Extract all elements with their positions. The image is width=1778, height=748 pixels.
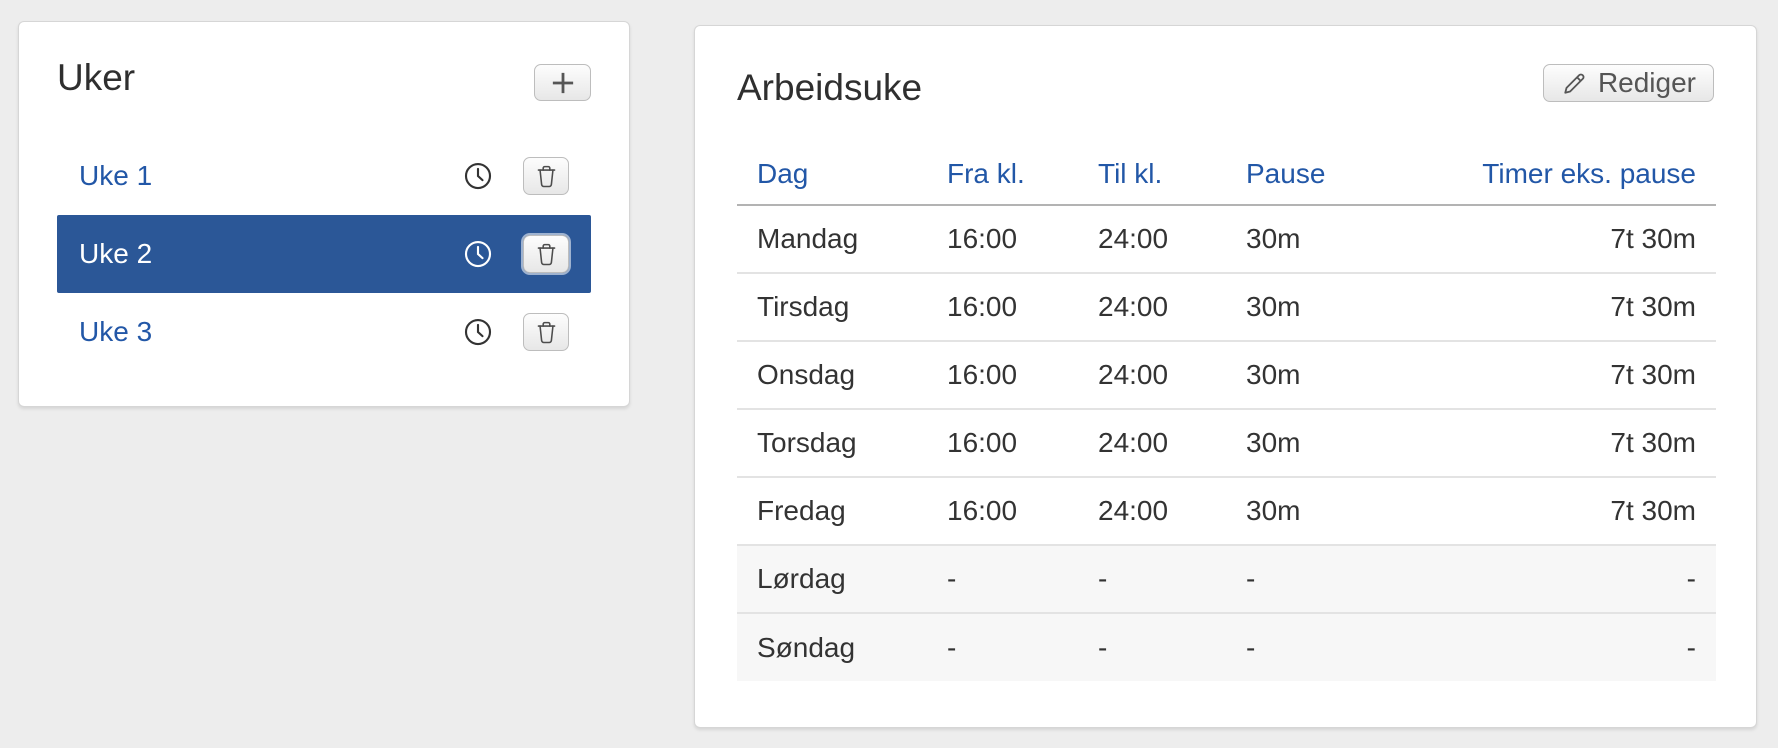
cell-til: - [1098, 545, 1246, 614]
cell-dag: Tirsdag [737, 273, 947, 342]
delete-week-button[interactable] [523, 235, 569, 273]
cell-pause: 30m [1246, 477, 1426, 546]
column-header-pause: Pause [1246, 134, 1426, 206]
cell-fra: - [947, 631, 957, 663]
cell-timer: 7t 30m [1426, 273, 1716, 342]
column-header-timer: Timer eks. pause [1426, 134, 1716, 206]
add-week-button[interactable] [534, 64, 591, 101]
table-row: Tirsdag 16:00 24:00 30m 7t 30m [737, 273, 1716, 342]
week-list-item: Uke 3 [57, 293, 591, 371]
cell-fra: 16:00 [947, 341, 1098, 410]
cell-dag: Søndag [757, 631, 856, 663]
cell-timer: 7t 30m [1426, 409, 1716, 478]
week-list-item: Uke 1 [57, 137, 591, 215]
table-row: Søndag - - - - [737, 613, 1716, 681]
cell-fra: 16:00 [947, 273, 1098, 342]
table-header-row: Dag Fra kl. Til kl. Pause Timer eks. pau… [737, 134, 1716, 206]
edit-button[interactable]: Rediger [1542, 64, 1714, 102]
week-link[interactable]: Uke 3 [79, 316, 153, 347]
cell-pause: 30m [1246, 409, 1426, 478]
cell-fra: 16:00 [947, 409, 1098, 478]
clock-icon [463, 317, 493, 347]
cell-dag: Fredag [737, 477, 947, 546]
delete-week-button[interactable] [523, 313, 569, 351]
table-row: Mandag 16:00 24:00 30m 7t 30m [737, 205, 1716, 274]
cell-timer: - [1686, 631, 1696, 663]
cell-timer: 7t 30m [1426, 205, 1716, 274]
cell-timer: 7t 30m [1426, 341, 1716, 410]
cell-til: 24:00 [1098, 341, 1246, 410]
cell-dag: Onsdag [737, 341, 947, 410]
weeks-panel: Uker Uke 1 Uke 2 Uke 3 [18, 21, 630, 407]
week-link[interactable]: Uke 1 [79, 160, 153, 191]
cell-til: 24:00 [1098, 205, 1246, 274]
cell-til: 24:00 [1098, 477, 1246, 546]
table-row: Torsdag 16:00 24:00 30m 7t 30m [737, 409, 1716, 478]
trash-icon [534, 241, 559, 268]
cell-fra: 16:00 [947, 477, 1098, 546]
cell-timer: - [1426, 545, 1716, 614]
edit-button-label: Rediger [1597, 67, 1696, 98]
clock-icon [463, 161, 493, 191]
workweek-table: Dag Fra kl. Til kl. Pause Timer eks. pau… [737, 134, 1716, 681]
week-list-item: Uke 2 [57, 215, 591, 293]
cell-pause: 30m [1246, 341, 1426, 410]
plus-icon [549, 69, 577, 97]
cell-pause: - [1246, 545, 1426, 614]
weeks-title: Uker [57, 57, 136, 98]
delete-week-button[interactable] [523, 157, 569, 195]
table-row: Lørdag - - - - [737, 545, 1716, 614]
cell-til: 24:00 [1098, 273, 1246, 342]
column-header-til: Til kl. [1098, 134, 1246, 206]
weeks-panel-header: Uker [57, 56, 591, 101]
week-link[interactable]: Uke 2 [79, 238, 153, 269]
cell-pause: - [1246, 631, 1256, 663]
cell-dag: Mandag [737, 205, 947, 274]
cell-pause: 30m [1246, 205, 1426, 274]
cell-fra: - [947, 545, 1098, 614]
cell-dag: Lørdag [737, 545, 947, 614]
workweek-panel: Arbeidsuke Rediger Dag Fra kl. Til kl. P… [694, 25, 1757, 728]
column-header-fra: Fra kl. [947, 134, 1098, 206]
column-header-dag: Dag [737, 134, 947, 206]
pencil-icon [1561, 70, 1588, 97]
week-list: Uke 1 Uke 2 Uke 3 [57, 137, 591, 371]
workweek-title: Arbeidsuke [737, 67, 923, 108]
table-row: Onsdag 16:00 24:00 30m 7t 30m [737, 341, 1716, 410]
clock-icon [463, 239, 493, 269]
cell-pause: 30m [1246, 273, 1426, 342]
trash-icon [534, 319, 559, 346]
cell-dag: Torsdag [737, 409, 947, 478]
trash-icon [534, 163, 559, 190]
cell-til: - [1098, 631, 1108, 663]
cell-fra: 16:00 [947, 205, 1098, 274]
table-row: Fredag 16:00 24:00 30m 7t 30m [737, 477, 1716, 546]
cell-timer: 7t 30m [1426, 477, 1716, 546]
workweek-panel-header: Arbeidsuke Rediger [737, 64, 1714, 110]
cell-til: 24:00 [1098, 409, 1246, 478]
